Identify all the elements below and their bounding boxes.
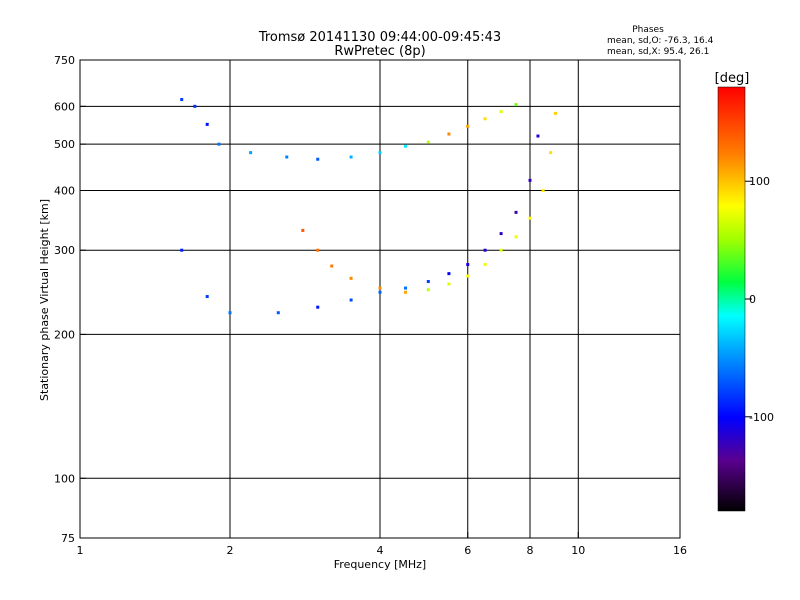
data-point — [447, 282, 451, 286]
colorbar-tick-label: 100 — [749, 175, 770, 188]
data-point — [228, 311, 232, 315]
data-point — [180, 248, 184, 252]
y-axis-ticks: 75 100 200 300 400 500 600 750 — [54, 54, 86, 545]
data-point — [330, 264, 334, 268]
data-point — [301, 228, 305, 232]
data-point — [205, 122, 209, 126]
data-point — [528, 216, 532, 220]
data-point — [483, 248, 487, 252]
y-tick-label: 400 — [54, 184, 75, 197]
data-point — [514, 235, 518, 239]
x-axis-ticks: 1 2 4 6 8 10 16 — [77, 532, 687, 557]
data-point — [378, 290, 382, 294]
x-tick-label: 6 — [464, 544, 471, 557]
data-point — [349, 276, 353, 280]
chart-subtitle: RwPretec (8p) — [334, 44, 425, 59]
data-point — [403, 290, 407, 294]
data-point — [499, 110, 503, 114]
x-tick-label: 8 — [527, 544, 534, 557]
x-tick-label: 4 — [377, 544, 384, 557]
colorbar-label: [deg] — [715, 71, 750, 86]
colorbar: [deg] 100 0 -100 — [715, 71, 774, 512]
phases-label: Phases — [632, 25, 664, 35]
data-point — [403, 144, 407, 148]
x-axis-label: Frequency [MHz] — [334, 558, 426, 571]
data-points — [180, 98, 557, 315]
y-tick-label: 75 — [61, 532, 75, 545]
data-point — [349, 155, 353, 159]
data-point — [466, 263, 470, 267]
data-point — [180, 98, 184, 102]
data-point — [249, 151, 253, 155]
y-tick-label: 600 — [54, 100, 75, 113]
data-point — [316, 248, 320, 252]
data-point — [541, 188, 545, 192]
data-point — [349, 298, 353, 302]
data-point — [193, 104, 197, 108]
data-point — [483, 117, 487, 121]
colorbar-ticks: 100 0 -100 — [745, 175, 774, 424]
data-point — [378, 286, 382, 290]
data-point — [205, 295, 209, 299]
colorbar-gradient — [717, 86, 746, 512]
y-tick-label: 500 — [54, 138, 75, 151]
data-point — [466, 124, 470, 128]
chart-title: Tromsø 20141130 09:44:00-09:45:43 — [258, 30, 501, 45]
y-tick-label: 100 — [54, 472, 75, 485]
x-tick-label: 2 — [227, 544, 234, 557]
data-point — [447, 132, 451, 136]
data-point — [378, 151, 382, 155]
data-point — [466, 274, 470, 278]
x-tick-label: 10 — [571, 544, 585, 557]
data-point — [536, 134, 540, 138]
data-point — [217, 142, 221, 146]
data-point — [528, 178, 532, 182]
data-point — [549, 151, 553, 155]
x-tick-label: 1 — [77, 544, 84, 557]
data-point — [426, 140, 430, 144]
data-point — [426, 288, 430, 292]
data-point — [276, 311, 280, 315]
data-point — [499, 232, 503, 236]
data-point — [316, 157, 320, 161]
y-tick-label: 200 — [54, 328, 75, 341]
data-point — [499, 248, 503, 252]
phases-x-stats: mean, sd,X: 95.4, 26.1 — [607, 47, 709, 57]
y-tick-label: 750 — [54, 54, 75, 67]
y-tick-label: 300 — [54, 244, 75, 257]
data-point — [483, 263, 487, 267]
data-point — [514, 210, 518, 214]
colorbar-tick-label: -100 — [749, 411, 774, 424]
y-axis-label: Stationary phase Virtual Height [km] — [38, 199, 51, 401]
data-point — [447, 272, 451, 276]
data-point — [285, 155, 289, 159]
data-point — [514, 103, 518, 107]
colorbar-tick-label: 0 — [749, 293, 756, 306]
data-point — [426, 280, 430, 284]
data-point — [553, 111, 557, 115]
data-point — [403, 286, 407, 290]
grid — [80, 60, 680, 538]
x-tick-label: 16 — [673, 544, 687, 557]
phases-o-stats: mean, sd,O: -76.3, 16.4 — [607, 36, 714, 46]
data-point — [316, 305, 320, 309]
